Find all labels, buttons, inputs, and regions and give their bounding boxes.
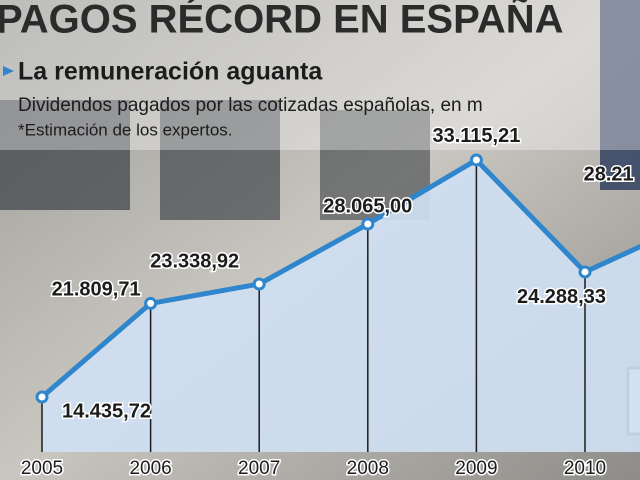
x-tick-label: 2009 [455,458,497,479]
header-veil [0,0,640,150]
x-tick-label: 2006 [129,458,171,479]
value-label: 24.288,33 [517,286,606,308]
description: Dividendos pagados por las cotizadas esp… [18,95,483,116]
point [469,153,483,167]
point [252,277,266,291]
point [144,296,158,310]
bullet [3,66,14,76]
point [361,217,375,231]
banner [600,0,640,190]
point [578,265,592,279]
x-tick-label: 2007 [238,458,280,479]
x-tick-label: 2008 [347,458,389,479]
value-label: 21.809,71 [52,279,141,301]
value-label: 14.435,72 [62,400,151,422]
note: *Estimación de los expertos. [18,120,233,139]
point [35,390,49,404]
x-tick-label: 2010 [564,458,606,479]
value-label: 33.115,21 [432,125,520,147]
board [160,100,280,220]
value-label: 28.065,00 [323,195,412,217]
value-label: 23.338,92 [150,250,239,272]
area [42,159,640,452]
value-label: 28.21 [584,163,634,185]
chart-title: PAGOS RÉCORD EN ESPAÑA [0,0,563,42]
subtitle: La remuneración aguanta [18,58,323,86]
board [0,100,130,210]
x-tick-label: 2005 [21,458,63,479]
